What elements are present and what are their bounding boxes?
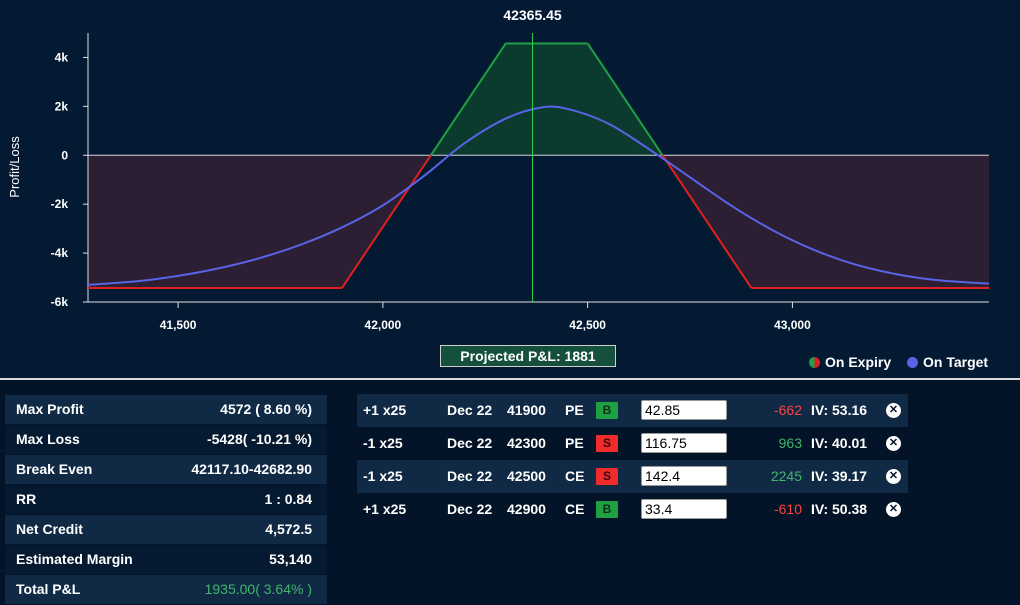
stat-value: 4572 ( 8.60 %) — [220, 401, 312, 417]
leg-option-type: CE — [565, 501, 585, 517]
stat-value: 1935.00( 3.64% ) — [204, 581, 312, 597]
stat-row: Estimated Margin 53,140 — [5, 545, 327, 575]
y-tick-label: 0 — [61, 148, 68, 162]
stat-row: Max Loss -5428( -10.21 %) — [5, 425, 327, 455]
x-tick-label: 42,500 — [569, 318, 606, 332]
legend-target-swatch — [907, 356, 918, 368]
remove-leg-close-icon[interactable]: ✕ — [886, 469, 901, 484]
stat-label: Max Profit — [16, 401, 84, 417]
buy-badge[interactable]: B — [596, 402, 618, 419]
leg-row: -1 x25 Dec 22 42300 PE S 963 IV: 40.01 ✕ — [357, 427, 908, 460]
leg-pnl: 2245 — [770, 468, 802, 484]
legend-target-label: On Target — [923, 354, 989, 370]
remove-leg-close-icon[interactable]: ✕ — [886, 502, 901, 517]
leg-quantity: -1 x25 — [363, 468, 403, 484]
leg-expiry: Dec 22 — [447, 435, 493, 451]
leg-expiry: Dec 22 — [447, 501, 493, 517]
legend-on-target[interactable]: On Target — [907, 354, 988, 370]
y-tick-label: -2k — [51, 197, 69, 211]
leg-quantity: +1 x25 — [363, 402, 407, 418]
buy-badge[interactable]: B — [596, 501, 618, 518]
leg-row: +1 x25 Dec 22 41900 PE B -662 IV: 53.16 ✕ — [357, 394, 908, 427]
expiry-line-segment — [341, 154, 432, 289]
stat-label: Max Loss — [16, 431, 80, 447]
leg-strike: 42300 — [507, 435, 546, 451]
leg-option-type: CE — [565, 468, 585, 484]
leg-quantity: -1 x25 — [363, 435, 403, 451]
leg-price-input[interactable] — [641, 400, 727, 420]
y-tick-label: 4k — [55, 50, 69, 64]
remove-leg-close-icon[interactable]: ✕ — [886, 436, 901, 451]
expiry-line-segment — [586, 42, 664, 156]
leg-option-type: PE — [565, 402, 584, 418]
leg-strike: 42500 — [507, 468, 546, 484]
stat-label: RR — [16, 491, 37, 507]
expiry-line-segment — [430, 42, 507, 156]
leg-row: +1 x25 Dec 22 42900 CE B -610 IV: 50.38 ✕ — [357, 493, 908, 526]
stat-value: -5428( -10.21 %) — [206, 431, 312, 447]
leg-iv: IV: 40.01 — [811, 435, 868, 451]
y-tick-label: -6k — [51, 295, 69, 309]
stat-value: 42117.10-42682.90 — [191, 461, 312, 477]
leg-pnl: 963 — [778, 435, 802, 451]
stat-row: RR 1 : 0.84 — [5, 485, 327, 515]
sell-badge[interactable]: S — [596, 468, 618, 485]
leg-iv: IV: 39.17 — [811, 468, 868, 484]
stat-label: Total P&L — [16, 581, 81, 597]
stat-value: 4,572.5 — [265, 521, 312, 537]
payoff-chart: -6k -4k -2k 0 2k 4k 41,500 42,000 42,500 43,000 Pr… — [0, 0, 1020, 378]
leg-iv: IV: 50.38 — [811, 501, 868, 517]
stat-row: Break Even 42117.10-42682.90 — [5, 455, 327, 485]
leg-expiry: Dec 22 — [447, 468, 493, 484]
leg-row: -1 x25 Dec 22 42500 CE S 2245 IV: 39.17 ✕ — [357, 460, 908, 493]
leg-strike: 41900 — [507, 402, 546, 418]
leg-price-input[interactable] — [641, 466, 727, 486]
target-curve — [87, 105, 990, 286]
leg-pnl: -610 — [773, 501, 802, 517]
leg-price-input[interactable] — [641, 499, 727, 519]
leg-strike: 42900 — [507, 501, 546, 517]
stat-row: Max Profit 4572 ( 8.60 %) — [5, 395, 327, 425]
leg-iv: IV: 53.16 — [811, 402, 868, 418]
stat-value: 1 : 0.84 — [264, 491, 312, 507]
stat-row: Total P&L 1935.00( 3.64% ) — [5, 575, 327, 605]
expiry-line-segment — [661, 154, 753, 289]
y-tick-label: 2k — [55, 99, 69, 113]
stat-label: Break Even — [16, 461, 93, 477]
section-divider — [0, 378, 1020, 380]
legend-expiry-label: On Expiry — [825, 354, 892, 370]
leg-quantity: +1 x25 — [363, 501, 407, 517]
stat-label: Estimated Margin — [16, 551, 133, 567]
loss-region — [88, 155, 989, 289]
strategy-stats: Max Profit 4572 ( 8.60 %) Max Loss -5428( -… — [5, 395, 327, 605]
leg-price-input[interactable] — [641, 433, 727, 453]
y-tick-label: -4k — [51, 246, 69, 260]
y-axis-label: Profit/Loss — [7, 136, 22, 198]
legend-on-expiry[interactable]: On Expiry — [809, 354, 891, 370]
x-tick-label: 42,000 — [365, 318, 402, 332]
remove-leg-close-icon[interactable]: ✕ — [886, 403, 901, 418]
stat-value: 53,140 — [269, 551, 312, 567]
legend-expiry-swatch — [809, 356, 820, 368]
stat-row: Net Credit 4,572.5 — [5, 515, 327, 545]
leg-option-type: PE — [565, 435, 584, 451]
payoff-chart-svg: -6k -4k -2k 0 2k 4k 41,500 42,000 42,500 43,000 Pr… — [7, 7, 990, 332]
spot-price-label: 42365.45 — [503, 7, 562, 23]
x-tick-label: 41,500 — [160, 318, 197, 332]
leg-expiry: Dec 22 — [447, 402, 493, 418]
stat-label: Net Credit — [16, 521, 83, 537]
x-tick-label: 43,000 — [774, 318, 811, 332]
leg-pnl: -662 — [773, 402, 802, 418]
projected-pnl-label: Projected P&L: 1881 — [440, 345, 616, 367]
sell-badge[interactable]: S — [596, 435, 618, 452]
